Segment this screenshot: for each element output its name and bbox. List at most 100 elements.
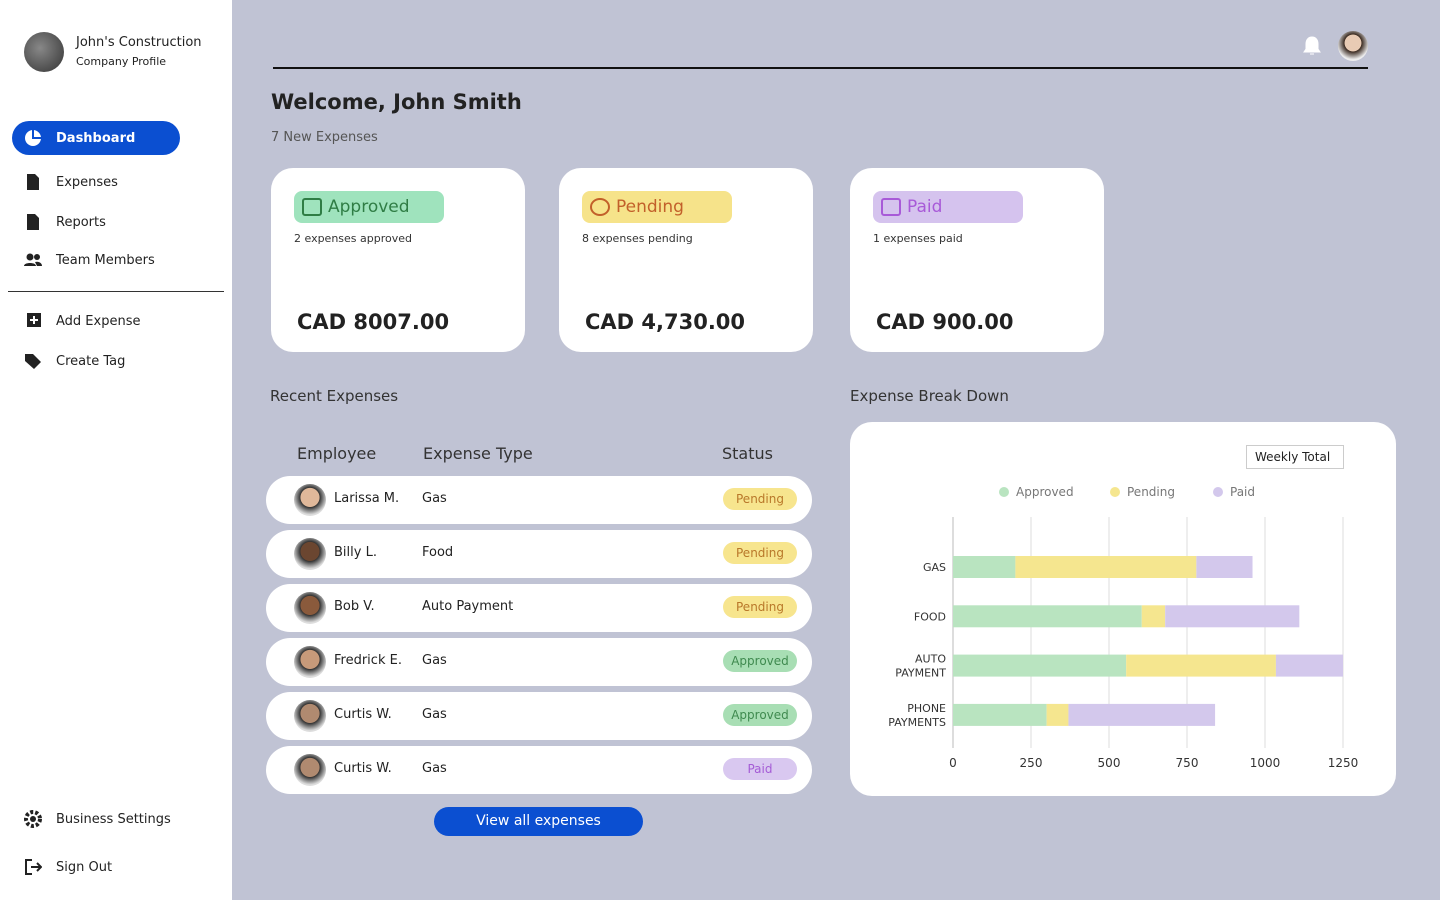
header-rule — [273, 67, 1368, 69]
divider — [8, 291, 224, 292]
nav-label: Business Settings — [56, 811, 171, 827]
x-tick-label: 1000 — [1250, 756, 1281, 770]
legend-label: Paid — [1230, 485, 1255, 499]
bar-segment — [1165, 605, 1300, 628]
bar-segment — [1068, 703, 1216, 726]
company-subtitle[interactable]: Company Profile — [76, 55, 167, 68]
summary-card[interactable]: Approved 2 expenses approved CAD 8007.00 — [271, 168, 525, 352]
x-tick-label: 500 — [1098, 756, 1121, 770]
status-badge: Pending — [723, 542, 797, 564]
employee-name: Billy L. — [334, 545, 377, 560]
employee-name: Fredrick E. — [334, 653, 402, 668]
y-tick-label: PHONE PAYMENTS — [888, 702, 946, 729]
status-label: Approved — [328, 197, 410, 217]
expense-row[interactable]: Curtis W. Gas Paid — [266, 746, 812, 794]
bar-segment — [1141, 605, 1166, 628]
employee-avatar — [294, 592, 326, 624]
status-icon — [302, 198, 322, 216]
employee-avatar — [294, 484, 326, 516]
period-dropdown[interactable]: Weekly Total — [1246, 445, 1344, 469]
nav-dashboard[interactable]: Dashboard — [12, 121, 180, 155]
legend-dot — [1213, 487, 1223, 497]
card-amount: CAD 8007.00 — [297, 310, 450, 334]
expense-row[interactable]: Curtis W. Gas Approved — [266, 692, 812, 740]
x-tick-label: 0 — [949, 756, 957, 770]
nav-expenses[interactable]: Expenses — [24, 165, 118, 199]
x-tick-label: 750 — [1176, 756, 1199, 770]
bar-segment — [1015, 556, 1197, 578]
card-amount: CAD 4,730.00 — [585, 310, 746, 334]
x-tick-label: 1250 — [1328, 756, 1359, 770]
chart-card: Weekly Total 0 250 500 750 1000 1250 Approved P… — [850, 422, 1396, 796]
employee-name: Curtis W. — [334, 761, 392, 776]
legend-label: Pending — [1127, 485, 1175, 499]
nav-create-tag[interactable]: Create Tag — [24, 344, 125, 378]
nav-label: Dashboard — [56, 130, 136, 146]
legend-label: Approved — [1016, 485, 1074, 499]
bar-segment — [1046, 703, 1069, 726]
y-tick-label: GAS — [923, 561, 946, 574]
summary-card[interactable]: Paid 1 expenses paid CAD 900.00 — [850, 168, 1104, 352]
chart-title: Expense Break Down — [850, 387, 1009, 405]
employee-name: Larissa M. — [334, 491, 400, 506]
bar-segment — [1196, 556, 1253, 578]
bar-segment — [953, 703, 1047, 726]
status-badge: Approved — [723, 704, 797, 726]
column-header: Status — [722, 444, 773, 463]
x-tick-label: 250 — [1020, 756, 1043, 770]
nav-reports[interactable]: Reports — [24, 205, 106, 239]
nav-add-expense[interactable]: Add Expense — [24, 304, 140, 338]
status-pill: Paid — [873, 191, 1023, 223]
notifications-icon[interactable] — [1300, 34, 1324, 58]
bar-segment — [1275, 654, 1343, 677]
bar-segment — [953, 556, 1016, 578]
expense-row[interactable]: Billy L. Food Pending — [266, 530, 812, 578]
employee-avatar — [294, 700, 326, 732]
summary-card[interactable]: Pending 8 expenses pending CAD 4,730.00 — [559, 168, 813, 352]
y-tick-label: AUTO PAYMENT — [895, 653, 946, 680]
nav-label: Sign Out — [56, 859, 113, 875]
company-name: John's Construction — [76, 35, 202, 50]
employee-avatar — [294, 538, 326, 570]
expense-type: Auto Payment — [422, 599, 514, 614]
nav-label: Reports — [56, 214, 106, 230]
bar-segment — [953, 654, 1127, 677]
expense-type: Gas — [422, 491, 447, 506]
nav-sign-out[interactable]: Sign Out — [24, 850, 112, 884]
column-header: Employee — [297, 444, 377, 463]
expense-type: Gas — [422, 707, 447, 722]
welcome-subtitle: 7 New Expenses — [271, 130, 378, 145]
view-all-button[interactable]: View all expenses — [434, 807, 643, 836]
company-logo — [24, 32, 64, 72]
expense-type: Gas — [422, 653, 447, 668]
nav-settings[interactable]: Business Settings — [24, 802, 171, 836]
employee-name: Bob V. — [334, 599, 375, 614]
column-header: Expense Type — [423, 444, 533, 463]
user-avatar[interactable] — [1338, 31, 1368, 61]
chart: 0 250 500 750 1000 1250 Approved Pending Paid GAS… — [888, 485, 1359, 770]
expense-row[interactable]: Larissa M. Gas Pending — [266, 476, 812, 524]
nav-label: Add Expense — [56, 313, 141, 329]
expense-type: Food — [422, 545, 454, 560]
status-badge: Pending — [723, 596, 797, 618]
nav-team[interactable]: Team Members — [24, 243, 155, 277]
status-badge: Pending — [723, 488, 797, 510]
expense-row[interactable]: Bob V. Auto Payment Pending — [266, 584, 812, 632]
expense-row[interactable]: Fredrick E. Gas Approved — [266, 638, 812, 686]
expense-type: Gas — [422, 761, 447, 776]
card-note: 8 expenses pending — [582, 232, 693, 245]
nav-label: Create Tag — [56, 353, 126, 369]
status-badge: Approved — [723, 650, 797, 672]
status-label: Paid — [907, 197, 943, 217]
employee-avatar — [294, 646, 326, 678]
legend-dot — [999, 487, 1009, 497]
y-tick-label: FOOD — [914, 610, 946, 623]
status-label: Pending — [616, 197, 684, 217]
recent-title: Recent Expenses — [270, 387, 399, 405]
employee-avatar — [294, 754, 326, 786]
nav-label: Team Members — [56, 252, 155, 268]
card-amount: CAD 900.00 — [876, 310, 1014, 334]
legend-dot — [1110, 487, 1120, 497]
welcome-title: Welcome, John Smith — [271, 90, 522, 114]
